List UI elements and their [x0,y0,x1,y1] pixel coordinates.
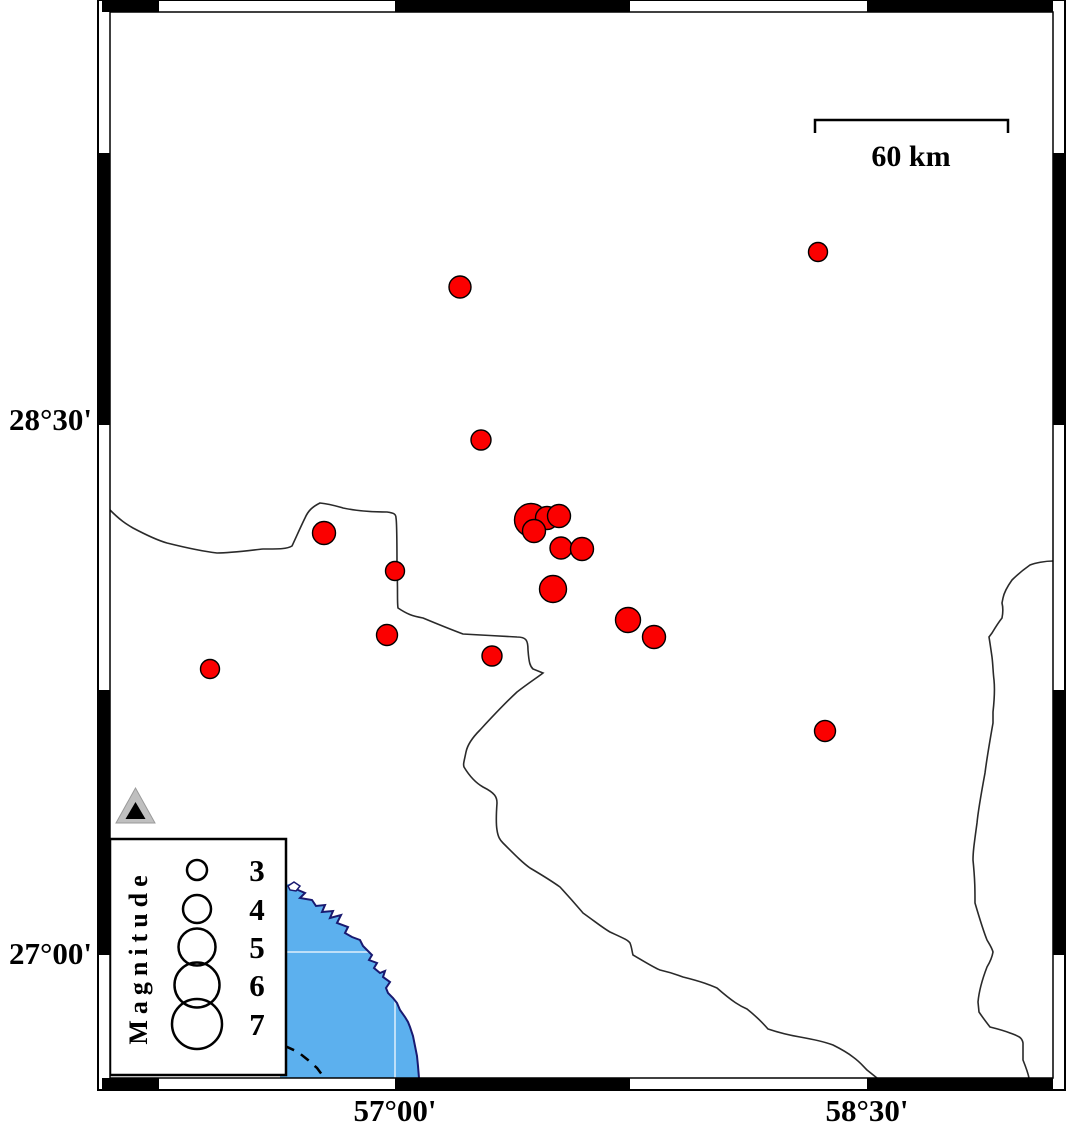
legend-label-mag-6: 6 [249,968,265,1003]
earthquake-marker [538,574,568,604]
legend-label-mag-4: 4 [249,892,265,927]
map-frame [97,0,1066,1091]
legend-label-mag-3: 3 [249,853,265,888]
earthquake-marker [384,560,406,582]
station-triangle-icon [115,786,156,824]
water-body [280,883,419,1078]
earthquake-marker [311,520,337,546]
earthquake-marker [546,503,572,529]
scale-bar-label: 60 km [871,140,950,173]
coastline [292,882,420,1079]
earthquake-marker [807,241,829,263]
lat-label-28-30: 28°30' [9,402,92,437]
earthquake-marker [813,719,837,743]
earthquake-marker [470,429,492,451]
lon-label-58-30: 58°30' [825,1093,908,1126]
legend-circle-mag-6 [173,961,221,1009]
dashed-boundary [284,1044,324,1077]
earthquake-marker [641,624,667,650]
legend-labels: 3 456 7 [249,853,265,1042]
legend-circles [170,858,224,1051]
earthquake-marker [481,645,503,667]
earthquake-marker [569,536,595,562]
earthquake-marker [614,606,642,634]
boundary-line-west [109,502,878,1079]
legend-circle-mag-5 [177,927,217,967]
boundary-line-east [972,560,1054,1079]
magnitude-legend: Magnitude 3 456 7 [108,837,288,1077]
scale-bar: 60 km [813,118,1010,173]
earthquake-marker [448,275,472,299]
earthquake-marker [549,536,573,560]
earthquake-marker [199,658,221,680]
legend-circle-mag-3 [185,858,209,882]
legend-label-mag-7: 7 [249,1007,265,1042]
earthquake-markers [199,241,837,743]
axis-annotations: 28°30' 27°00' 57°00' 58°30' [9,402,909,1126]
earthquake-marker [521,518,547,544]
legend-circle-mag-4 [181,893,213,925]
legend-circle-mag-7 [170,997,224,1051]
earthquake-marker [375,623,399,647]
legend-title: Magnitude [124,869,153,1044]
lat-label-27-00: 27°00' [9,936,92,971]
legend-box [108,837,288,1077]
island-outline [287,881,302,892]
legend-label-mag-5: 5 [249,930,265,965]
lon-label-57-00: 57°00' [353,1093,436,1126]
